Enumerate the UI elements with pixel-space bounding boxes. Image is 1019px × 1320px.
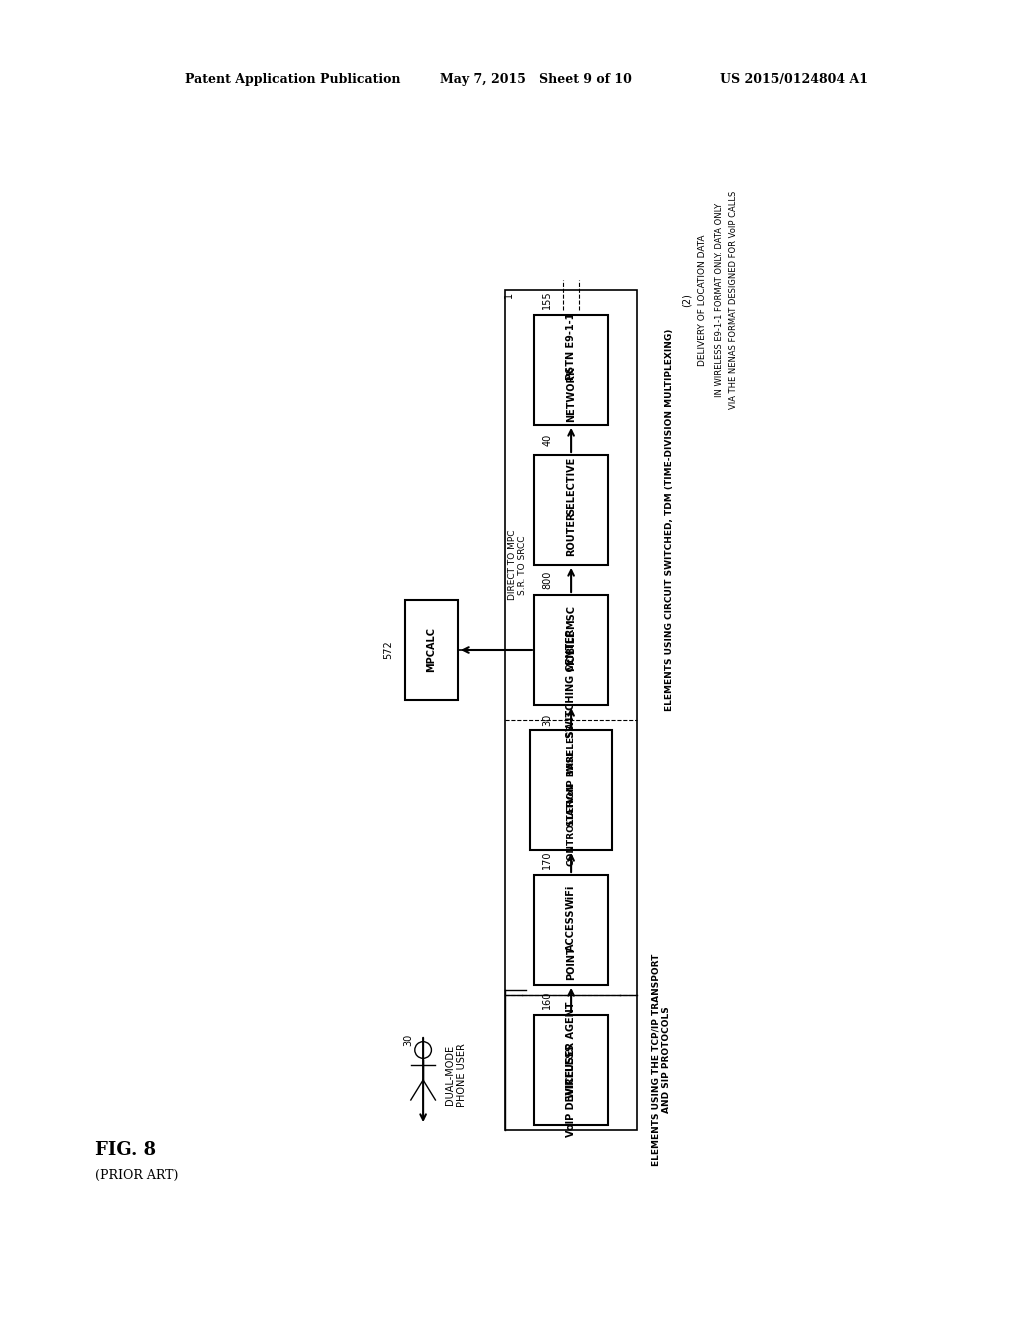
Text: Patent Application Publication: Patent Application Publication [184,74,400,87]
Text: ELEMENTS USING CIRCUIT SWITCHED, TDM (TIME-DIVISION MULTIPLEXING): ELEMENTS USING CIRCUIT SWITCHED, TDM (TI… [664,329,674,711]
Text: DUAL-MODE
PHONE USER: DUAL-MODE PHONE USER [444,1043,467,1107]
Text: ROUTER: ROUTER [566,512,576,556]
Text: 155: 155 [542,290,552,309]
Bar [530,730,611,850]
Text: 800: 800 [542,570,552,589]
Bar [534,595,607,705]
Bar [534,875,607,985]
Text: 30: 30 [403,1034,413,1047]
Text: 30: 30 [542,714,552,726]
Bar [534,315,607,425]
Text: POINT: POINT [566,946,576,981]
Bar [534,1015,607,1125]
Text: IN WIRELESS E9-1-1 FORMAT ONLY. DATA ONLY: IN WIRELESS E9-1-1 FORMAT ONLY. DATA ONL… [714,203,722,397]
Text: DIRECT TO MPC
S.R. TO SRCC: DIRECT TO MPC S.R. TO SRCC [507,529,527,601]
Text: VoIP DEVICE: VoIP DEVICE [566,1069,576,1137]
Text: ACCESS: ACCESS [566,908,576,952]
Text: (PRIOR ART): (PRIOR ART) [95,1168,178,1181]
Text: 40: 40 [542,434,552,446]
Text: VoIP BASE: VoIP BASE [567,750,575,803]
Text: 170: 170 [542,851,552,870]
Text: VIA THE NENAS FORMAT DESIGNED FOR VoIP CALLS: VIA THE NENAS FORMAT DESIGNED FOR VoIP C… [729,191,738,409]
Text: DELIVERY OF LOCATION DATA: DELIVERY OF LOCATION DATA [697,234,706,366]
Text: MOBILE: MOBILE [566,630,576,671]
Text: MPCALC: MPCALC [426,627,436,672]
Text: PSTN E9-1-1: PSTN E9-1-1 [566,313,576,380]
Bar [405,601,458,700]
Text: WiFi: WiFi [566,884,576,909]
Text: US 2015/0124804 A1: US 2015/0124804 A1 [719,74,867,87]
Text: 1: 1 [504,292,514,298]
Text: (2): (2) [681,293,691,308]
Bar [504,290,636,1130]
Bar [534,455,607,565]
Text: SELECTIVE: SELECTIVE [566,457,576,515]
Text: FIG. 8: FIG. 8 [95,1140,156,1159]
Text: ELEMENTS USING THE TCP/IP TRANSPORT
AND SIP PROTOCOLS: ELEMENTS USING THE TCP/IP TRANSPORT AND … [651,954,671,1166]
Text: 160: 160 [542,991,552,1010]
Text: NETWORK: NETWORK [566,366,576,421]
Text: CONTROLLER: CONTROLLER [567,799,575,866]
Text: MSC: MSC [566,605,576,628]
Text: SWITCHING CENTER: SWITCHING CENTER [566,628,576,738]
Text: USER AGENT: USER AGENT [566,1002,576,1072]
Text: WIRELESS: WIRELESS [567,723,575,774]
Text: 572: 572 [383,640,392,660]
Text: STATION: STATION [567,783,575,825]
Text: May 7, 2015   Sheet 9 of 10: May 7, 2015 Sheet 9 of 10 [439,74,631,87]
Text: WIRELESS: WIRELESS [566,1043,576,1097]
